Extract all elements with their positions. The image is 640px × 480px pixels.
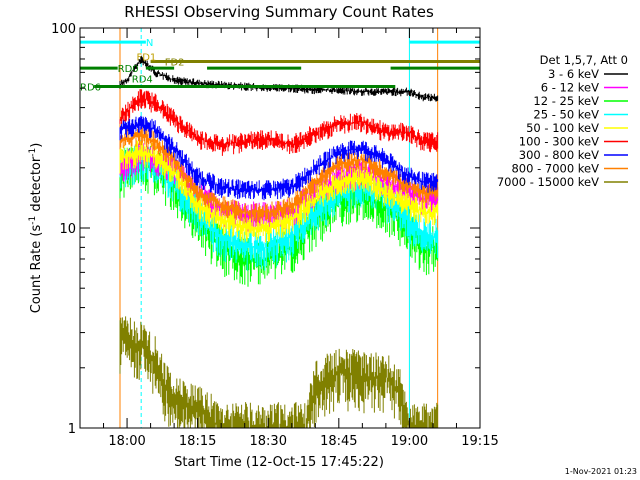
- y-axis-label-sup: -1: [28, 216, 38, 225]
- y-axis-label-end: ): [29, 143, 44, 148]
- annotation-label-2: FD2: [165, 57, 185, 68]
- legend-entry-label: 7000 - 15000 keV: [497, 175, 599, 189]
- chart-title: RHESSI Observing Summary Count Rates: [124, 3, 434, 21]
- x-axis-ticks: 18:00 18:15 18:30 18:45 19:00 19:15: [79, 28, 499, 449]
- annotation-label-1: FD1: [136, 53, 156, 64]
- legend-entry-label: 100 - 300 keV: [519, 135, 599, 149]
- y-tick-label: 100: [51, 22, 76, 37]
- series-lines: [119, 55, 439, 428]
- legend-entry-label: 300 - 800 keV: [519, 148, 599, 162]
- y-tick-label: 10: [59, 222, 76, 237]
- y-tick-label: 1: [68, 422, 76, 437]
- footer-date: 1-Nov-2021 01:23: [565, 467, 637, 476]
- annotation-label-5: RD6: [80, 82, 101, 93]
- y-axis-label-mid: detector: [29, 156, 44, 216]
- legend-entry-label: 6 - 12 keV: [541, 81, 599, 95]
- y-axis-ticks: 1 10 100: [51, 22, 480, 437]
- series-line-6: [119, 115, 439, 201]
- annotation-label-4: RD4: [132, 74, 153, 85]
- legend-entry-label: 25 - 50 keV: [533, 108, 599, 122]
- legend-entry-label: 3 - 6 keV: [548, 67, 599, 81]
- legend-entry-label: 12 - 25 keV: [533, 94, 599, 108]
- annotation-label-0: N: [146, 38, 153, 49]
- x-axis-label: Start Time (12-Oct-15 17:45:22): [174, 455, 384, 470]
- x-tick-label: 19:00: [391, 434, 428, 449]
- legend-entry-label: 800 - 7000 keV: [511, 162, 599, 176]
- legend-entry-label: 50 - 100 keV: [526, 121, 599, 135]
- series-line-8: [119, 316, 439, 428]
- x-tick-label: 18:45: [320, 434, 357, 449]
- x-tick-label: 18:15: [179, 434, 216, 449]
- y-axis-label-main: Count Rate (s: [29, 225, 44, 314]
- x-tick-label: 19:15: [461, 434, 498, 449]
- series-line-5: [119, 89, 439, 156]
- x-tick-label: 18:30: [250, 434, 287, 449]
- legend-header: Det 1,5,7, Att 0: [540, 53, 628, 67]
- series-line-4: [119, 140, 439, 243]
- x-tick-label: 18:00: [108, 434, 145, 449]
- y-axis-label: Count Rate (s-1 detector-1): [28, 143, 44, 314]
- annotation-label-3: RD0: [118, 64, 139, 75]
- y-axis-label-sup2: -1: [28, 148, 38, 157]
